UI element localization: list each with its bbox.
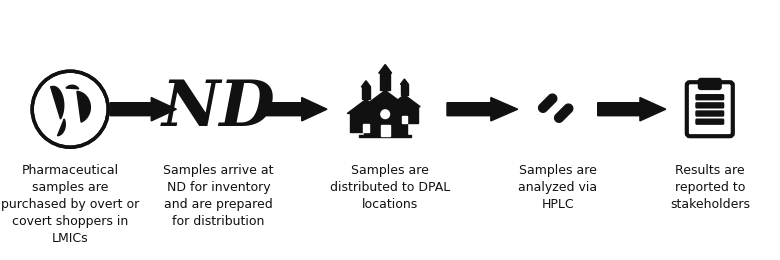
Polygon shape xyxy=(379,64,392,73)
Polygon shape xyxy=(58,119,66,136)
FancyArrow shape xyxy=(447,98,518,121)
FancyBboxPatch shape xyxy=(695,119,725,125)
Text: Results are
reported to
stakeholders: Results are reported to stakeholders xyxy=(670,164,750,211)
FancyBboxPatch shape xyxy=(695,110,725,117)
Bar xyxy=(402,116,407,123)
Polygon shape xyxy=(77,91,90,122)
Bar xyxy=(401,84,408,95)
Bar xyxy=(380,73,390,90)
Polygon shape xyxy=(51,86,64,119)
FancyBboxPatch shape xyxy=(695,102,725,108)
Bar xyxy=(363,110,407,136)
Bar xyxy=(360,134,411,137)
Text: Pharmaceutical
samples are
purchased by overt or
covert shoppers in
LMICs: Pharmaceutical samples are purchased by … xyxy=(1,164,140,245)
FancyBboxPatch shape xyxy=(699,79,721,89)
Text: Samples are
distributed to DPAL
locations: Samples are distributed to DPAL location… xyxy=(330,164,450,211)
Polygon shape xyxy=(400,79,409,84)
FancyArrow shape xyxy=(597,98,666,121)
Polygon shape xyxy=(361,81,370,87)
Polygon shape xyxy=(347,99,385,113)
Polygon shape xyxy=(555,104,573,122)
Bar xyxy=(350,113,381,132)
Text: ND: ND xyxy=(161,79,275,140)
Polygon shape xyxy=(66,85,79,89)
FancyBboxPatch shape xyxy=(687,82,732,136)
FancyBboxPatch shape xyxy=(695,94,725,100)
Polygon shape xyxy=(360,90,411,110)
Bar xyxy=(362,87,370,99)
Bar xyxy=(381,125,389,136)
Bar xyxy=(392,107,417,123)
Polygon shape xyxy=(539,94,557,112)
Text: Samples are
analyzed via
HPLC: Samples are analyzed via HPLC xyxy=(518,164,597,211)
FancyArrow shape xyxy=(110,98,176,121)
FancyArrow shape xyxy=(261,98,327,121)
Text: Samples arrive at
ND for inventory
and are prepared
for distribution: Samples arrive at ND for inventory and a… xyxy=(163,164,274,228)
Bar xyxy=(363,124,369,132)
Polygon shape xyxy=(388,95,420,107)
Circle shape xyxy=(381,110,389,119)
